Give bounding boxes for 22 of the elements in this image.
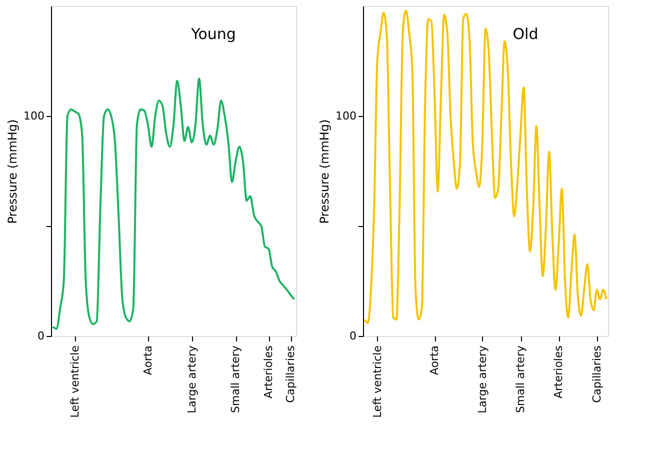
y-axis-title: Pressure (mmHg) — [6, 119, 20, 224]
x-tick-label: Aorta — [428, 346, 442, 376]
x-tick-label: Large artery — [476, 345, 489, 414]
x-tick-label: Capillaries — [590, 345, 604, 403]
x-tick-label: Capillaries — [284, 345, 298, 403]
x-tick-label: Small artery — [229, 345, 242, 413]
y-tick-label: 0 — [350, 330, 356, 342]
line-series — [52, 78, 296, 330]
x-tick-label: Arterioles — [262, 345, 276, 398]
x-tick-label: Left ventricle — [370, 345, 384, 418]
x-tick-label: Arterioles — [552, 345, 566, 398]
x-tick-label: Aorta — [141, 346, 154, 376]
y-tick-label: 0 — [38, 330, 44, 342]
text: Old — [512, 25, 538, 43]
y-tick-label: 100 — [336, 110, 356, 122]
y-tick-label: 100 — [24, 110, 44, 122]
x-tick-label: Large artery — [185, 345, 198, 414]
line-series — [364, 9, 608, 324]
y-axis-title: Pressure (mmHg) — [318, 119, 332, 224]
x-tick-label: Left ventricle — [68, 345, 82, 418]
x-tick-label: Small artery — [514, 345, 527, 413]
text: Young — [190, 25, 236, 43]
